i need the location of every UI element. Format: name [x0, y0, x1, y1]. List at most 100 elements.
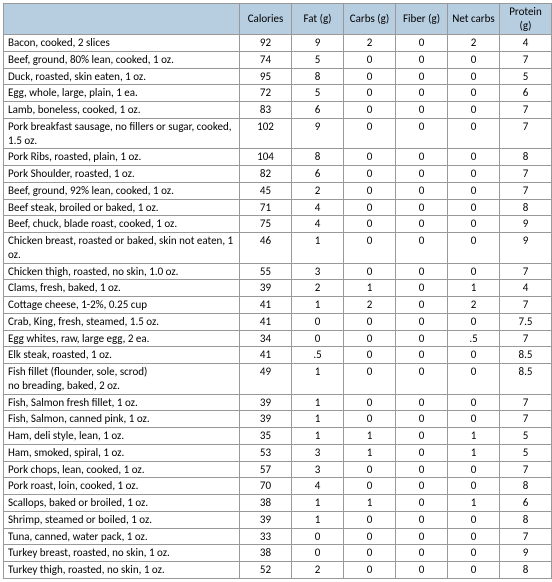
table-row: Beef, chuck, blade roast, cooked, 1 oz.7… [4, 216, 552, 233]
table-row: Fish, Salmon fresh fillet, 1 oz.3910007 [4, 394, 552, 411]
value-cell: 1 [448, 444, 500, 461]
value-cell: 1 [292, 364, 344, 395]
value-cell: 1 [448, 495, 500, 512]
value-cell: 45 [240, 182, 292, 199]
food-cell: Scallops, baked or broiled, 1 oz. [4, 495, 240, 512]
value-cell: 9 [500, 545, 552, 562]
food-cell: Tuna, canned, water pack, 1 oz. [4, 528, 240, 545]
value-cell: 49 [240, 364, 292, 395]
value-cell: 74 [240, 51, 292, 68]
value-cell: 3 [292, 461, 344, 478]
value-cell: 7 [500, 330, 552, 347]
value-cell: 0 [396, 428, 448, 445]
value-cell: 46 [240, 233, 292, 264]
value-cell: 0 [292, 545, 344, 562]
value-cell: 8 [500, 149, 552, 166]
value-cell: 8 [500, 478, 552, 495]
food-cell: Ham, smoked, spiral, 1 oz. [4, 444, 240, 461]
value-cell: 41 [240, 297, 292, 314]
table-row: Ham, smoked, spiral, 1 oz.5331015 [4, 444, 552, 461]
value-cell: 5 [500, 428, 552, 445]
food-cell: Pork Ribs, roasted, plain, 1 oz. [4, 149, 240, 166]
value-cell: 0 [448, 528, 500, 545]
value-cell: 75 [240, 216, 292, 233]
value-cell: 0 [344, 364, 396, 395]
col-netcarbs: Net carbs [448, 4, 500, 35]
value-cell: 5 [500, 444, 552, 461]
food-cell: Turkey breast, roasted, no skin, 1 oz. [4, 545, 240, 562]
value-cell: 9 [292, 118, 344, 149]
table-row: Chicken thigh, roasted, no skin, 1.0 oz.… [4, 263, 552, 280]
value-cell: 0 [396, 263, 448, 280]
value-cell: 0 [448, 149, 500, 166]
table-row: Crab, King, fresh, steamed, 1.5 oz.41000… [4, 313, 552, 330]
table-row: Cottage cheese, 1-2%, 0.25 cup4112027 [4, 297, 552, 314]
value-cell: 4 [500, 280, 552, 297]
value-cell: 0 [344, 182, 396, 199]
food-cell: Chicken thigh, roasted, no skin, 1.0 oz. [4, 263, 240, 280]
value-cell: 0 [396, 394, 448, 411]
table-row: Chicken breast, roasted or baked, skin n… [4, 233, 552, 264]
value-cell: 7 [500, 411, 552, 428]
value-cell: 34 [240, 330, 292, 347]
value-cell: 0 [396, 216, 448, 233]
value-cell: 0 [344, 166, 396, 183]
table-row: Turkey thigh, roasted, no skin, 1 oz.522… [4, 562, 552, 579]
value-cell: 0 [448, 478, 500, 495]
food-cell: Egg, whole, large, plain, 1 ea. [4, 85, 240, 102]
table-row: Ham, deli style, lean, 1 oz.3511015 [4, 428, 552, 445]
table-row: Egg whites, raw, large egg, 2 ea.34000.5… [4, 330, 552, 347]
value-cell: 0 [396, 297, 448, 314]
food-cell: Chicken breast, roasted or baked, skin n… [4, 233, 240, 264]
value-cell: 7 [500, 394, 552, 411]
value-cell: 8 [292, 149, 344, 166]
value-cell: 2 [292, 562, 344, 579]
value-cell: 0 [448, 545, 500, 562]
value-cell: 7 [500, 461, 552, 478]
value-cell: 1 [448, 280, 500, 297]
value-cell: 0 [448, 68, 500, 85]
value-cell: 39 [240, 511, 292, 528]
value-cell: 0 [396, 313, 448, 330]
value-cell: 0 [344, 85, 396, 102]
value-cell: 0 [396, 233, 448, 264]
food-cell: Elk steak, roasted, 1 oz. [4, 347, 240, 364]
value-cell: 0 [448, 182, 500, 199]
value-cell: 102 [240, 118, 292, 149]
value-cell: 5 [500, 68, 552, 85]
value-cell: 0 [448, 263, 500, 280]
value-cell: 7 [500, 528, 552, 545]
value-cell: 0 [448, 233, 500, 264]
value-cell: 0 [448, 461, 500, 478]
value-cell: 3 [292, 263, 344, 280]
value-cell: 2 [344, 297, 396, 314]
value-cell: 0 [448, 411, 500, 428]
table-row: Beef steak, broiled or baked, 1 oz.71400… [4, 199, 552, 216]
value-cell: 38 [240, 495, 292, 512]
value-cell: 0 [396, 182, 448, 199]
value-cell: 0 [344, 233, 396, 264]
value-cell: 9 [292, 35, 344, 52]
value-cell: 0 [396, 511, 448, 528]
food-cell: Shrimp, steamed or boiled, 1 oz. [4, 511, 240, 528]
value-cell: 0 [448, 85, 500, 102]
value-cell: 82 [240, 166, 292, 183]
value-cell: 0 [448, 118, 500, 149]
value-cell: 1 [292, 511, 344, 528]
value-cell: 0 [396, 35, 448, 52]
value-cell: 0 [396, 545, 448, 562]
value-cell: 0 [344, 528, 396, 545]
value-cell: 0 [344, 545, 396, 562]
value-cell: 0 [344, 478, 396, 495]
table-row: Pork Shoulder, roasted, 1 oz.8260007 [4, 166, 552, 183]
value-cell: 0 [396, 149, 448, 166]
value-cell: 7 [500, 166, 552, 183]
value-cell: 52 [240, 562, 292, 579]
food-cell: Clams, fresh, baked, 1 oz. [4, 280, 240, 297]
value-cell: 0 [344, 199, 396, 216]
col-carbs: Carbs (g) [344, 4, 396, 35]
col-protein: Protein (g) [500, 4, 552, 35]
value-cell: 39 [240, 394, 292, 411]
value-cell: 0 [448, 562, 500, 579]
value-cell: 0 [396, 280, 448, 297]
